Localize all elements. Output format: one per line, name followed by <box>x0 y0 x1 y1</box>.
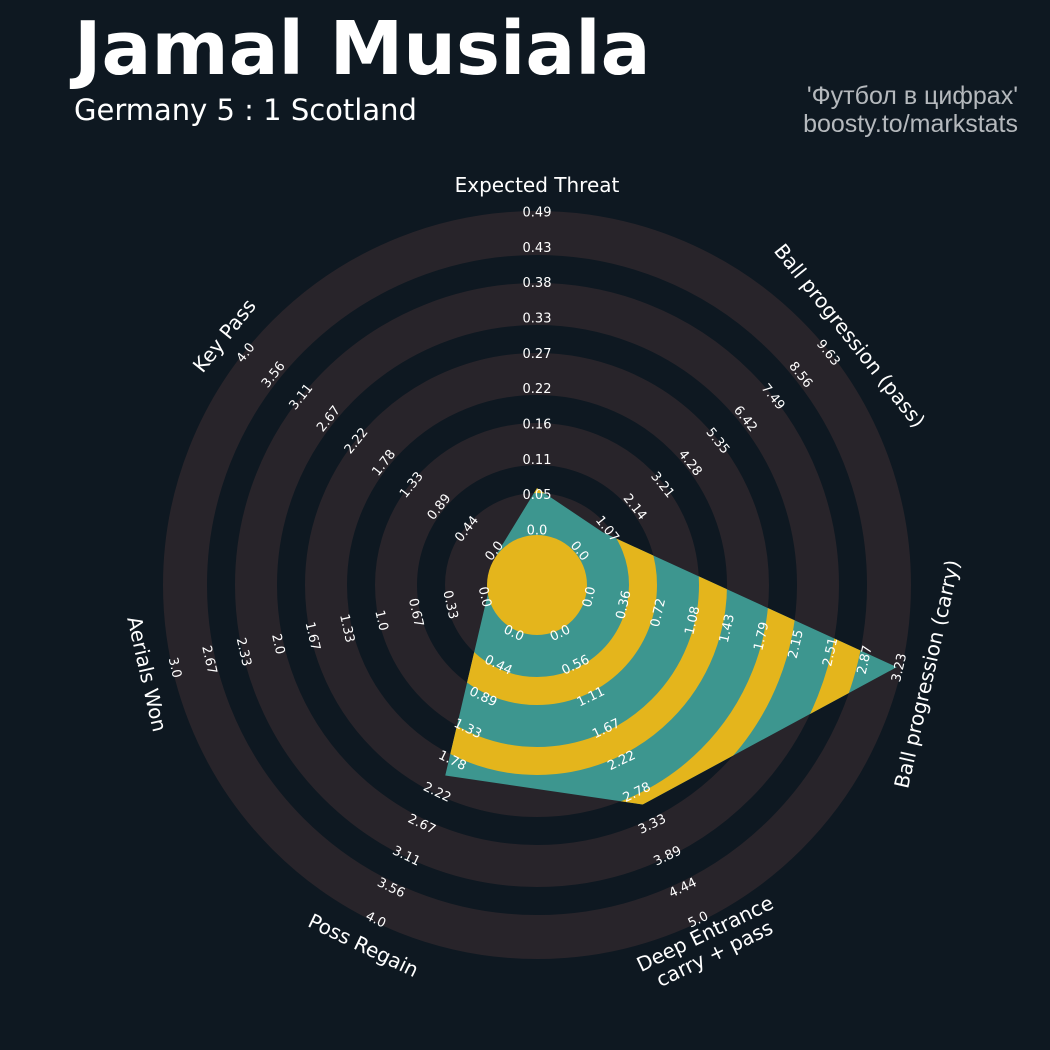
range-label: 0.67 <box>405 597 426 629</box>
range-label: 0.72 <box>648 597 669 629</box>
range-label: 0.27 <box>523 347 552 362</box>
range-label: 2.15 <box>786 628 807 660</box>
range-label: 2.67 <box>198 644 219 676</box>
range-label: 1.08 <box>682 605 703 637</box>
polygon-ring <box>445 488 727 775</box>
range-label: 0.22 <box>523 382 552 397</box>
center-circle <box>487 535 587 635</box>
range-label: 0.49 <box>523 206 552 221</box>
range-label: 3.23 <box>889 652 910 684</box>
range-label: 0.43 <box>523 241 552 256</box>
range-label: 2.51 <box>820 636 841 668</box>
range-label: 0.16 <box>523 418 552 433</box>
credits: 'Футбол в цифрах' boosty.to/markstats <box>803 82 1018 138</box>
credit-line-2: boosty.to/markstats <box>803 110 1018 138</box>
range-label: 2.0 <box>268 632 287 656</box>
polygon-ring <box>445 488 657 705</box>
player-name-title: Jamal Musiala <box>74 6 651 92</box>
range-label: 0.0 <box>580 585 599 609</box>
ring-band <box>235 283 839 887</box>
range-label: 2.87 <box>855 644 876 676</box>
range-label: 0.33 <box>523 312 552 327</box>
range-label: 3.0 <box>165 656 184 680</box>
axis-label: Expected Threat <box>455 173 620 197</box>
ring-band <box>305 353 769 817</box>
range-label: 1.33 <box>336 613 357 645</box>
range-label: 0.38 <box>523 276 552 291</box>
credit-line-1: 'Футбол в цифрах' <box>806 82 1018 110</box>
range-label: 1.0 <box>371 609 390 633</box>
match-score-subtitle: Germany 5 : 1 Scotland <box>74 93 417 127</box>
ring-band <box>163 211 911 959</box>
range-label: 1.79 <box>751 621 772 653</box>
range-label: 0.0 <box>475 585 494 609</box>
range-label: 2.33 <box>233 636 254 668</box>
range-label: 0.33 <box>439 589 460 621</box>
range-label: 0.36 <box>614 589 635 621</box>
axis-label: Aerials Won <box>122 614 172 734</box>
range-label: 1.67 <box>302 621 323 653</box>
range-label: 1.43 <box>717 613 738 645</box>
range-label: 0.05 <box>523 488 552 503</box>
range-label: 0.0 <box>527 524 548 539</box>
range-label: 0.11 <box>523 453 552 468</box>
